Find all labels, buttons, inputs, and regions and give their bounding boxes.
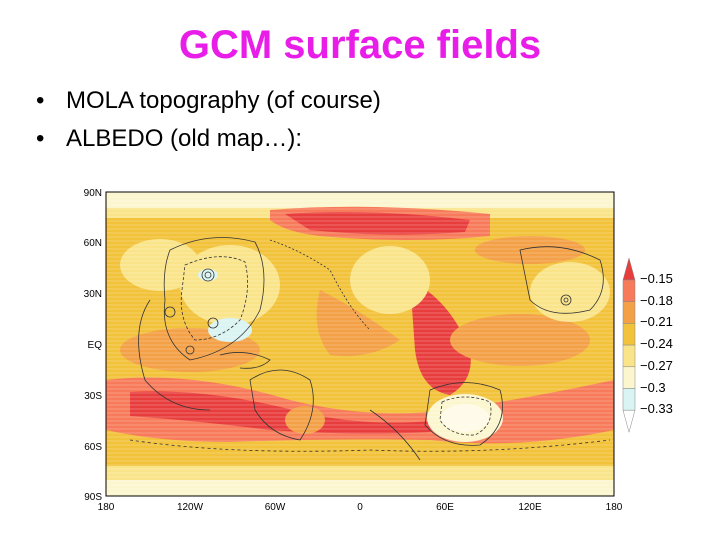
bullet-dot-icon: • [36,125,45,152]
lat-label: 60S [84,442,102,453]
contour-tharsis-inner [180,256,248,341]
longitude-axis: 180 120W 60W 0 60E 120E 180 [98,502,623,513]
lon-label: 180 [606,502,623,513]
bullet-dot-icon: • [36,87,45,114]
contour-south-2 [129,439,611,452]
albedo-map-figure: 90N 60N 30N EQ 30S 60S 90S 180 120W 60W … [70,180,700,520]
bullet-item: • MOLA topography (of course) [36,82,381,120]
lat-label: EQ [88,340,103,351]
contour-elysium-mons-2 [563,297,569,303]
contour-volcano-a [164,306,176,318]
slide-title: GCM surface fields [178,23,542,67]
lat-label: 30N [84,289,102,300]
colorbar-box [622,323,636,346]
colorbar-top-triangle [622,257,636,281]
colorbar-bottom-triangle [622,409,636,434]
colorbar-label: −0.33 [640,401,673,416]
colorbar-box [622,388,636,411]
albedo-map-svg: 90N 60N 30N EQ 30S 60S 90S 180 120W 60W … [84,188,673,513]
contour-hellas-outer [424,382,503,446]
lon-label: 120E [518,502,542,513]
colorbar-label: −0.21 [640,314,673,329]
colorbar-box [622,301,636,324]
contour-hellas-inner [439,396,492,436]
colorbar-label: −0.24 [640,336,673,351]
bullet-item: • ALBEDO (old map…): [36,120,381,158]
contour-south-1 [369,409,421,461]
albedo-field [106,192,614,496]
contour-olympus-2 [204,271,212,279]
contour-volcano-b [207,317,219,329]
lon-label: 0 [357,502,363,513]
contour-west-1 [138,299,211,411]
bullet-list: • MOLA topography (of course) • ALBEDO (ol… [36,82,381,158]
lon-label: 60W [265,502,286,513]
colorbar-label: −0.15 [640,271,673,286]
colorbar-label: −0.3 [640,380,666,395]
contour-elysium [519,246,604,314]
lon-label: 180 [98,502,115,513]
bullet-text: MOLA topography (of course) [66,87,381,114]
colorbar-box [622,344,636,368]
map-frame [105,191,615,497]
lat-label: 60N [84,238,102,249]
contour-tharsis-outer [163,237,265,361]
contour-dichotomy [269,239,371,331]
lon-label: 60E [436,502,454,513]
lat-label: 90N [84,188,102,199]
colorbar-labels: −0.15 −0.18 −0.21 −0.24 −0.27 −0.3 −0.33 [640,271,673,416]
contour-olympus-1 [201,268,215,282]
contour-argyre [249,369,314,441]
contour-valles [219,352,271,369]
banding-overlay [106,192,614,496]
contour-volcano-c [185,345,195,355]
latitude-axis: 90N 60N 30N EQ 30S 60S 90S [84,188,103,503]
colorbar-label: −0.27 [640,358,673,373]
colorbar-label: −0.18 [640,293,673,308]
lon-label: 120W [177,502,204,513]
contour-elysium-mons-1 [560,294,572,306]
colorbar-box [622,279,636,302]
bullet-text: ALBEDO (old map…): [66,125,303,152]
topography-contours [129,237,611,461]
lat-label: 30S [84,391,102,402]
colorbar-box [622,366,636,389]
colorbar [622,257,636,434]
lat-label: 90S [84,492,102,503]
